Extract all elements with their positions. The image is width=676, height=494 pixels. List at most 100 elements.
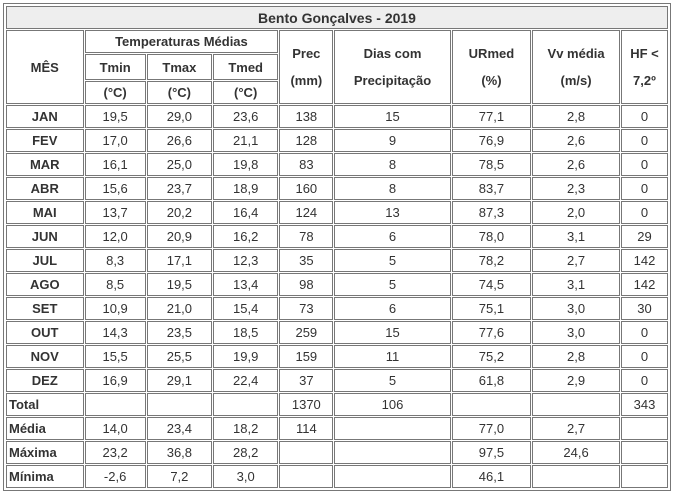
month-cell-tmax: 26,6 bbox=[146, 129, 213, 152]
days-header-label: Dias com bbox=[363, 46, 422, 61]
summary-cell-tmed: 28,2 bbox=[213, 441, 279, 464]
month-cell-vv: 3,1 bbox=[532, 225, 620, 248]
month-cell-tmax: 17,1 bbox=[146, 249, 213, 272]
summary-cell-month: Máxima bbox=[6, 441, 84, 464]
month-cell-hf: 0 bbox=[620, 369, 668, 392]
month-cell-urmed: 78,5 bbox=[451, 153, 532, 176]
month-row: OUT 14,3 23,5 18,5 259 15 77,6 3,0 0 bbox=[6, 321, 668, 344]
days-header: Dias com Precipitação bbox=[334, 30, 451, 104]
summary-cell-tmin: 23,2 bbox=[84, 441, 146, 464]
month-cell-prec: 124 bbox=[279, 201, 334, 224]
month-cell-vv: 2,3 bbox=[532, 177, 620, 200]
month-cell-vv: 2,0 bbox=[532, 201, 620, 224]
month-cell-tmax: 29,0 bbox=[146, 105, 213, 128]
summary-cell-urmed bbox=[451, 393, 532, 416]
month-row: MAR 16,1 25,0 19,8 83 8 78,5 2,6 0 bbox=[6, 153, 668, 176]
summary-row: Total 1370 106 343 bbox=[6, 393, 668, 416]
tmed-header: Tmed bbox=[213, 54, 279, 80]
month-cell-month: AGO bbox=[6, 273, 84, 296]
summary-cell-prec bbox=[279, 441, 334, 464]
month-cell-prec: 37 bbox=[279, 369, 334, 392]
month-cell-tmed: 16,2 bbox=[213, 225, 279, 248]
month-cell-vv: 3,1 bbox=[532, 273, 620, 296]
month-cell-month: MAR bbox=[6, 153, 84, 176]
month-cell-tmax: 23,5 bbox=[146, 321, 213, 344]
hf-header-label2: 7,2º bbox=[633, 73, 656, 88]
month-cell-tmax: 25,0 bbox=[146, 153, 213, 176]
month-cell-tmin: 16,9 bbox=[84, 369, 146, 392]
month-cell-hf: 0 bbox=[620, 129, 668, 152]
month-rows: JAN 19,5 29,0 23,6 138 15 77,1 2,8 0 FEV 17,0 26,6 2… bbox=[6, 105, 668, 392]
prec-header-unit: (mm) bbox=[290, 73, 323, 88]
vv-header: Vv média (m/s) bbox=[532, 30, 620, 104]
month-cell-days: 5 bbox=[334, 273, 451, 296]
summary-cell-days: 106 bbox=[334, 393, 451, 416]
month-cell-tmin: 10,9 bbox=[84, 297, 146, 320]
summary-cell-urmed: 97,5 bbox=[451, 441, 532, 464]
month-cell-tmin: 16,1 bbox=[84, 153, 146, 176]
month-cell-tmax: 29,1 bbox=[146, 369, 213, 392]
month-row: ABR 15,6 23,7 18,9 160 8 83,7 2,3 0 bbox=[6, 177, 668, 200]
month-cell-tmed: 18,5 bbox=[213, 321, 279, 344]
month-row: FEV 17,0 26,6 21,1 128 9 76,9 2,6 0 bbox=[6, 129, 668, 152]
month-cell-month: JUN bbox=[6, 225, 84, 248]
summary-cell-tmax: 36,8 bbox=[146, 441, 213, 464]
summary-row: Média 14,0 23,4 18,2 114 77,0 2,7 bbox=[6, 417, 668, 440]
month-cell-days: 9 bbox=[334, 129, 451, 152]
month-cell-urmed: 77,6 bbox=[451, 321, 532, 344]
month-cell-prec: 128 bbox=[279, 129, 334, 152]
month-cell-tmed: 21,1 bbox=[213, 129, 279, 152]
summary-cell-month: Média bbox=[6, 417, 84, 440]
month-cell-month: SET bbox=[6, 297, 84, 320]
month-cell-tmin: 8,5 bbox=[84, 273, 146, 296]
month-cell-tmed: 18,9 bbox=[213, 177, 279, 200]
month-cell-tmin: 17,0 bbox=[84, 129, 146, 152]
summary-cell-hf bbox=[620, 417, 668, 440]
month-row: JAN 19,5 29,0 23,6 138 15 77,1 2,8 0 bbox=[6, 105, 668, 128]
month-cell-days: 11 bbox=[334, 345, 451, 368]
days-header-label2: Precipitação bbox=[353, 73, 432, 88]
month-cell-month: NOV bbox=[6, 345, 84, 368]
month-cell-urmed: 76,9 bbox=[451, 129, 532, 152]
tmax-unit: (°C) bbox=[146, 81, 213, 104]
summary-cell-prec: 1370 bbox=[279, 393, 334, 416]
summary-cell-tmax bbox=[146, 393, 213, 416]
month-cell-hf: 0 bbox=[620, 105, 668, 128]
month-cell-prec: 83 bbox=[279, 153, 334, 176]
month-cell-prec: 138 bbox=[279, 105, 334, 128]
summary-cell-vv bbox=[532, 393, 620, 416]
month-row: JUL 8,3 17,1 12,3 35 5 78,2 2,7 142 bbox=[6, 249, 668, 272]
month-cell-urmed: 61,8 bbox=[451, 369, 532, 392]
month-cell-tmax: 21,0 bbox=[146, 297, 213, 320]
summary-row: Mínima -2,6 7,2 3,0 46,1 bbox=[6, 465, 668, 488]
month-cell-hf: 0 bbox=[620, 177, 668, 200]
tmax-header: Tmax bbox=[146, 54, 213, 80]
month-cell-urmed: 78,0 bbox=[451, 225, 532, 248]
summary-cell-urmed: 77,0 bbox=[451, 417, 532, 440]
climate-table-frame: Bento Gonçalves - 2019 MÊS Temperaturas … bbox=[3, 3, 671, 491]
month-row: SET 10,9 21,0 15,4 73 6 75,1 3,0 30 bbox=[6, 297, 668, 320]
month-cell-days: 6 bbox=[334, 297, 451, 320]
month-cell-days: 8 bbox=[334, 153, 451, 176]
summary-cell-tmax: 7,2 bbox=[146, 465, 213, 488]
month-cell-month: MAI bbox=[6, 201, 84, 224]
summary-cell-days bbox=[334, 465, 451, 488]
month-cell-tmin: 15,6 bbox=[84, 177, 146, 200]
month-row: JUN 12,0 20,9 16,2 78 6 78,0 3,1 29 bbox=[6, 225, 668, 248]
month-row: AGO 8,5 19,5 13,4 98 5 74,5 3,1 142 bbox=[6, 273, 668, 296]
month-cell-vv: 3,0 bbox=[532, 321, 620, 344]
month-cell-vv: 2,9 bbox=[532, 369, 620, 392]
summary-cell-days bbox=[334, 441, 451, 464]
summary-cell-vv bbox=[532, 465, 620, 488]
month-cell-tmed: 19,8 bbox=[213, 153, 279, 176]
month-cell-hf: 142 bbox=[620, 249, 668, 272]
tmed-unit: (°C) bbox=[213, 81, 279, 104]
month-cell-urmed: 87,3 bbox=[451, 201, 532, 224]
urmed-header: URmed (%) bbox=[451, 30, 532, 104]
month-cell-prec: 35 bbox=[279, 249, 334, 272]
month-cell-vv: 2,8 bbox=[532, 345, 620, 368]
summary-cell-hf: 343 bbox=[620, 393, 668, 416]
tmin-unit: (°C) bbox=[84, 81, 146, 104]
hf-header-label: HF < bbox=[630, 46, 659, 61]
month-cell-tmin: 19,5 bbox=[84, 105, 146, 128]
